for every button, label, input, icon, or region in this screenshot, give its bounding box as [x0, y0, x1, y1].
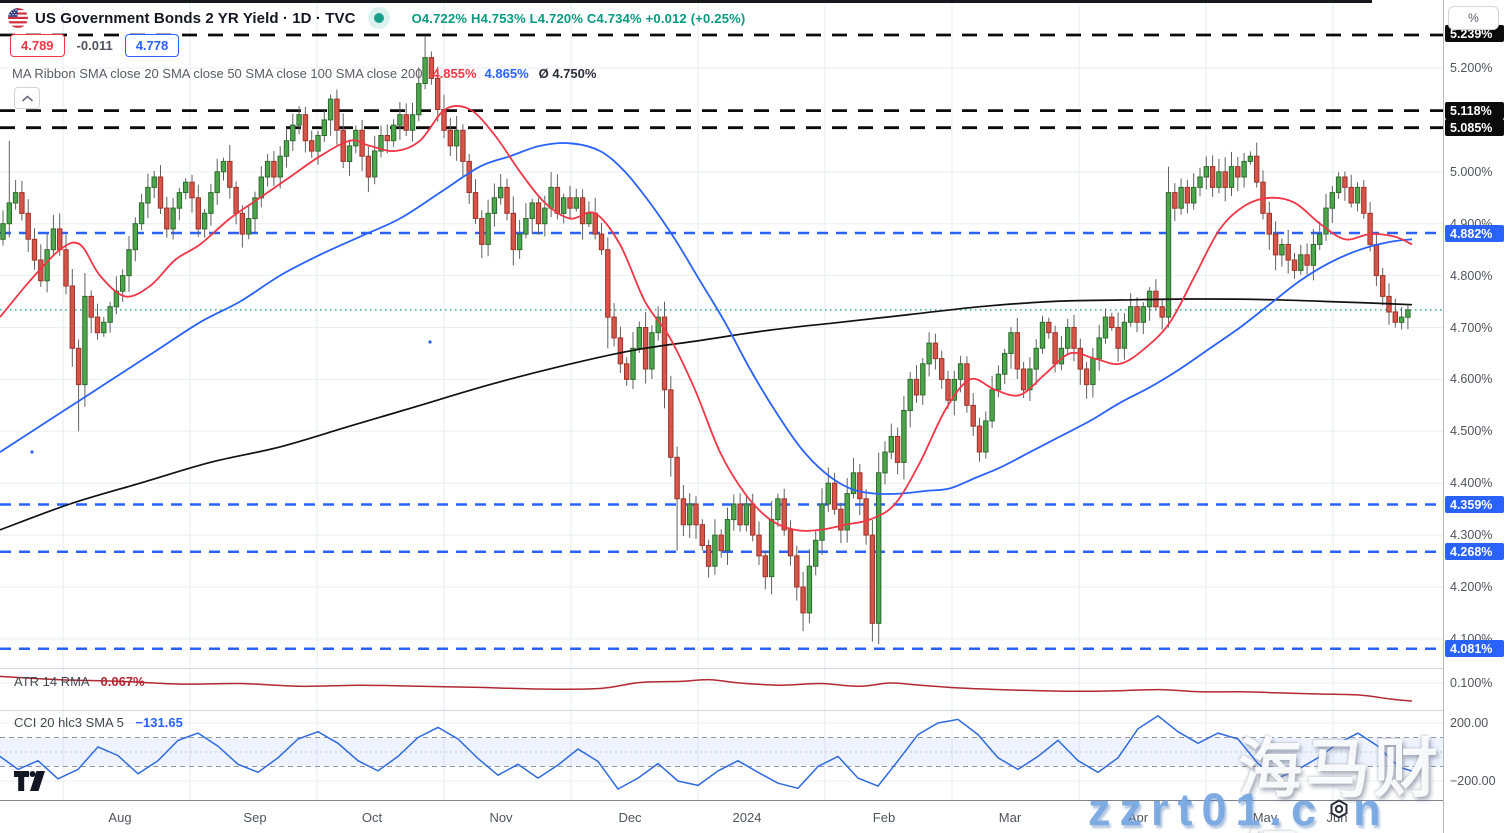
watermark-site-right: n [1353, 784, 1390, 833]
time-axis[interactable]: Aug Sep Oct Nov Dec 2024 Feb Mar Apr May Jun [0, 800, 1505, 833]
ma-ribbon-average: Ø 4.750% [538, 66, 597, 81]
price-tick-label: 4.500% [1450, 424, 1493, 438]
ma-ribbon-value-1: 4.855% [432, 66, 477, 81]
time-axis-label: Mar [998, 810, 1022, 825]
price-tick-label: 4.200% [1450, 580, 1493, 594]
tradingview-logo[interactable] [14, 771, 50, 797]
top-level-line [0, 0, 1372, 3]
atr-label: ATR 14 RMA [14, 674, 89, 689]
cci-label: CCI 20 hlc3 SMA 5 [14, 715, 124, 730]
cci-tick-label: −200.00 [1450, 774, 1496, 788]
ma-ribbon-label: MA Ribbon SMA close 20 SMA close 50 SMA … [12, 66, 423, 81]
price-axis[interactable]: 5.200% 5.000% 4.900% 4.800% 4.700% 4.600% 4.50… [1443, 0, 1505, 833]
ma-ribbon-legend[interactable]: MA Ribbon SMA close 20 SMA close 50 SMA … [12, 66, 596, 81]
spread-value: -0.011 [76, 38, 113, 53]
time-axis-label: Oct [361, 810, 383, 825]
atr-tick-label: 0.100% [1450, 676, 1493, 690]
gear-icon[interactable] [1327, 798, 1351, 822]
level-price-label: 5.118% [1445, 102, 1504, 119]
symbol-legend: US Government Bonds 2 YR Yield · 1D · TV… [8, 7, 745, 29]
cci-legend[interactable]: CCI 20 hlc3 SMA 5 −131.65 [14, 715, 183, 730]
level-price-label: 4.268% [1445, 543, 1504, 560]
bid-ask-row: 4.789 -0.011 4.778 [10, 34, 180, 57]
bid-price-box[interactable]: 4.778 [124, 34, 180, 57]
level-price-label: 4.359% [1445, 496, 1504, 513]
pane-separator-cci[interactable] [0, 710, 1443, 711]
legend-collapse-button[interactable] [14, 87, 40, 109]
watermark-site: zzrt01.c n [1088, 784, 1390, 833]
level-price-label: 4.882% [1445, 225, 1504, 242]
symbol-title[interactable]: US Government Bonds 2 YR Yield · 1D · TV… [35, 9, 356, 27]
ask-price-box[interactable]: 4.789 [10, 34, 65, 57]
level-price-label: 5.085% [1445, 119, 1504, 136]
cci-value: −131.65 [135, 715, 183, 730]
time-axis-label: Nov [489, 810, 513, 825]
time-axis-label: Aug [108, 810, 132, 825]
time-axis-label: Dec [618, 810, 642, 825]
price-tick-label: 4.600% [1450, 372, 1493, 386]
pane-separator-atr[interactable] [0, 668, 1443, 669]
ohlc-values: O4.722% H4.753% L4.720% C4.734% +0.012 (… [411, 10, 746, 26]
price-tick-label: 4.300% [1450, 528, 1493, 542]
atr-value: 0.067% [100, 674, 145, 689]
level-price-label: 4.081% [1445, 640, 1504, 657]
price-tick-label: 4.700% [1450, 321, 1493, 335]
ma-ribbon-value-2: 4.865% [484, 66, 529, 81]
time-axis-label: May [1252, 810, 1278, 825]
time-axis-label: Feb [872, 810, 896, 825]
chevron-up-icon [21, 95, 33, 101]
time-axis-label: Apr [1127, 810, 1149, 825]
percent-scale-button[interactable]: % [1448, 6, 1499, 30]
atr-legend[interactable]: ATR 14 RMA 0.067% [14, 674, 145, 689]
price-tick-label: 4.800% [1450, 269, 1493, 283]
price-tick-label: 5.200% [1450, 61, 1493, 75]
market-status-icon[interactable] [367, 7, 390, 29]
time-axis-label: 2024 [732, 810, 762, 825]
cci-tick-label: 200.00 [1450, 716, 1489, 730]
price-tick-label: 4.400% [1450, 476, 1493, 490]
us-flag-icon [8, 8, 28, 28]
watermark-brand: 海马财经 [1238, 733, 1442, 833]
time-axis-label: Sep [243, 810, 267, 825]
price-tick-label: 5.000% [1450, 165, 1493, 179]
watermark-site-left: zzrt01.c [1088, 784, 1326, 833]
